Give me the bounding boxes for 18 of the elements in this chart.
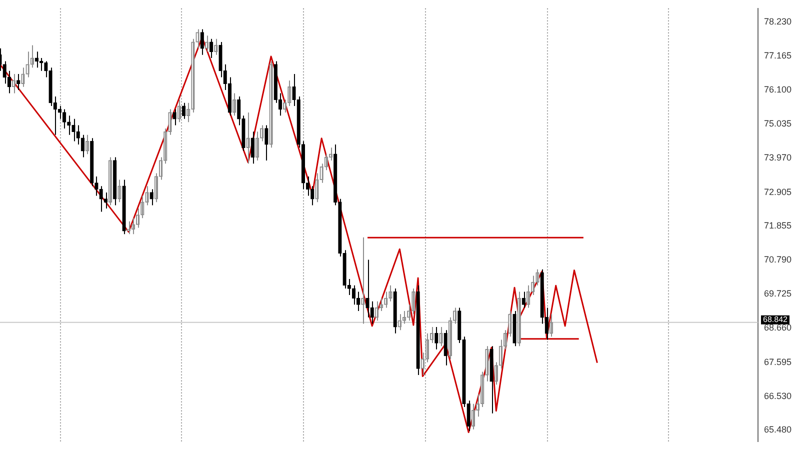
y-tick-label: 73.970 xyxy=(764,152,792,163)
y-tick-label: 70.790 xyxy=(764,254,792,265)
candlestick xyxy=(196,28,200,49)
y-tick-label: 76.100 xyxy=(764,84,792,95)
y-tick-label: 68.660 xyxy=(764,322,792,333)
y-tick-label: 66.530 xyxy=(764,390,792,401)
y-tick-label: 75.035 xyxy=(764,118,792,129)
y-tick-label: 65.480 xyxy=(764,424,792,435)
candlestick xyxy=(512,310,516,347)
candlestick xyxy=(26,51,30,78)
y-tick-label: 77.165 xyxy=(764,50,792,60)
y-tick-label: 69.725 xyxy=(764,288,792,299)
y-tick-label: 67.595 xyxy=(764,356,792,367)
y-tick-label: 78.230 xyxy=(764,16,792,26)
ref-line-label: 68.842 xyxy=(763,315,788,324)
candlestick xyxy=(490,346,494,414)
y-tick-label: 71.855 xyxy=(764,220,792,230)
y-tick-label: 72.905 xyxy=(764,186,792,197)
